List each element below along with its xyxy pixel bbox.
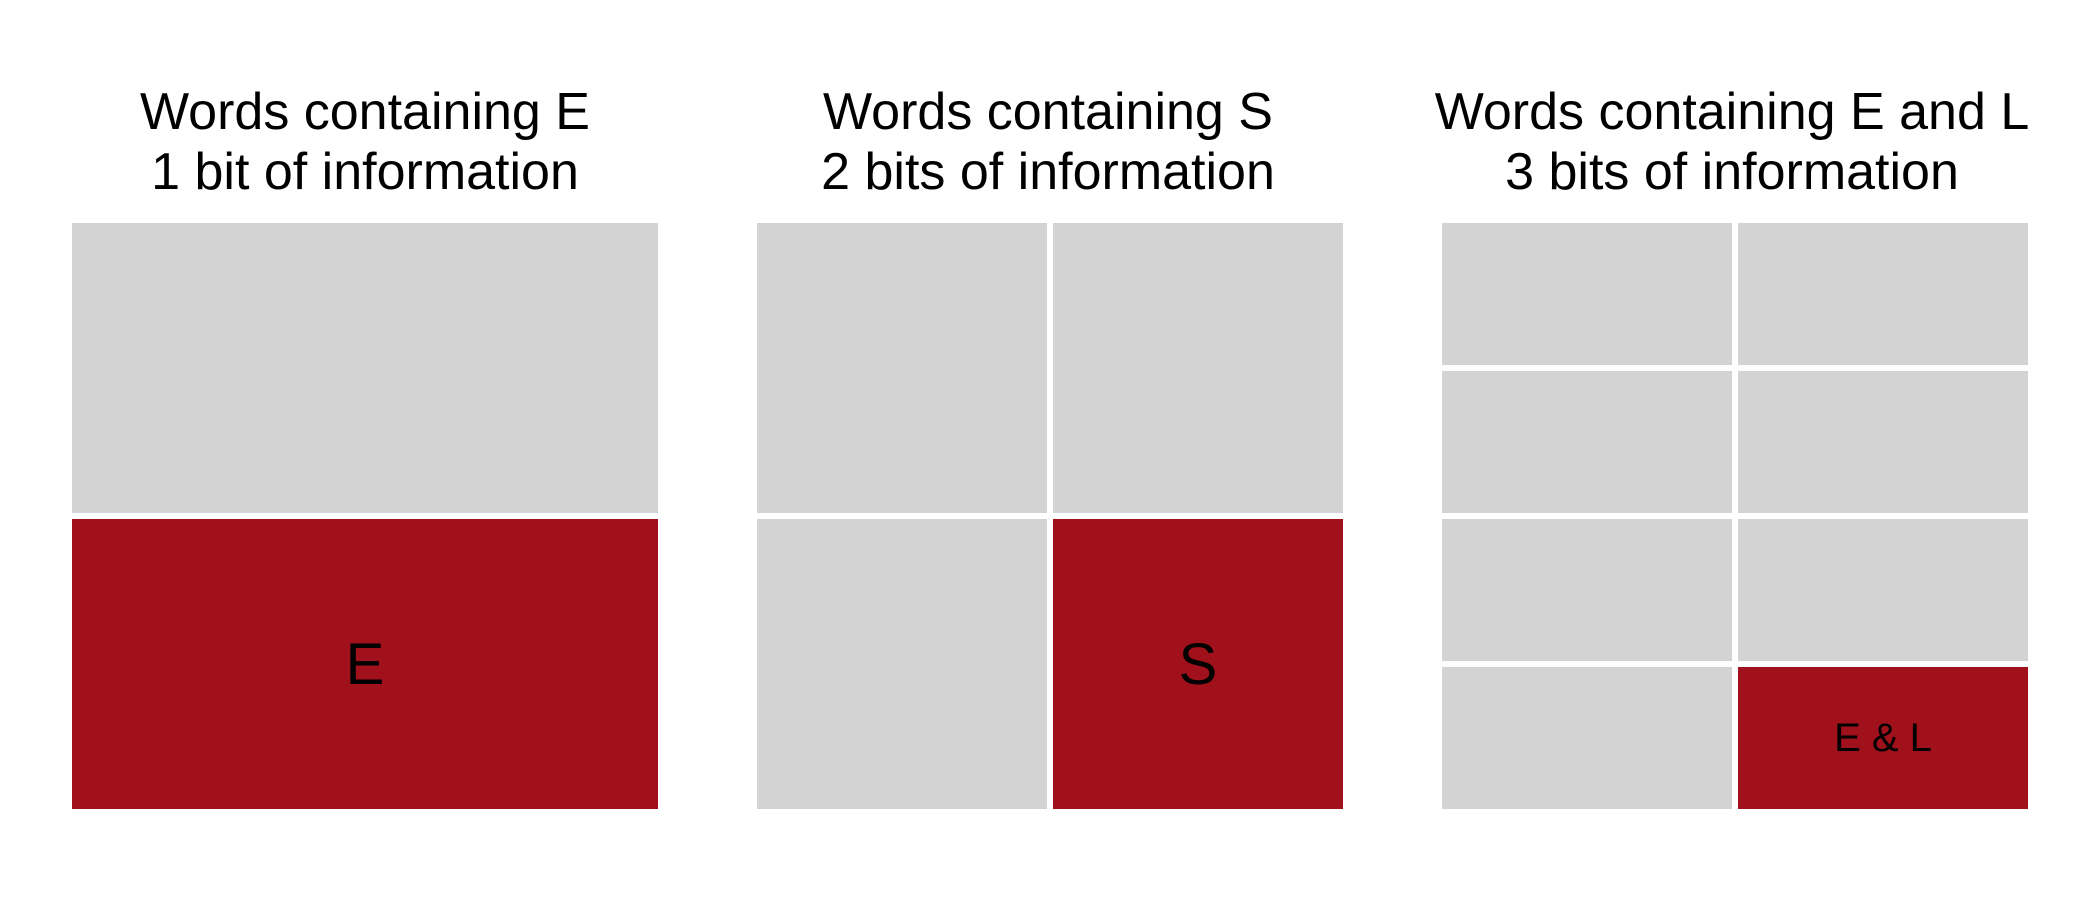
panel-grid: E [72, 223, 658, 809]
empty-cell [1442, 667, 1732, 809]
highlight-cell-label: E [345, 631, 385, 697]
empty-cell [1442, 519, 1732, 661]
highlight-cell-label: E & L [1834, 715, 1932, 760]
panel-title: Words containing E and L 3 bits of infor… [1352, 82, 2100, 202]
empty-cell [1053, 223, 1343, 513]
empty-cell [757, 223, 1047, 513]
empty-cell [1738, 223, 2028, 365]
panel-title-line1: Words containing S [823, 83, 1273, 141]
empty-cell [1738, 371, 2028, 513]
highlight-cell: E [72, 519, 658, 809]
empty-cell [1442, 371, 1732, 513]
panel-title-line2: 1 bit of information [151, 143, 579, 201]
panel-title-line2: 3 bits of information [1505, 143, 1959, 201]
empty-cell [1738, 519, 2028, 661]
panel-grid: E & L [1442, 223, 2028, 809]
panel-title-line2: 2 bits of information [821, 143, 1275, 201]
panel-title: Words containing S 2 bits of information [668, 82, 1428, 202]
empty-cell [757, 519, 1047, 809]
panel-grid: S [757, 223, 1343, 809]
highlight-cell: S [1053, 519, 1343, 809]
highlight-cell: E & L [1738, 667, 2028, 809]
panel-title-line1: Words containing E and L [1434, 83, 2030, 141]
highlight-cell-label: S [1178, 631, 1218, 697]
panel-title-line1: Words containing E [140, 83, 590, 141]
panel-title: Words containing E 1 bit of information [0, 82, 745, 202]
empty-cell [1442, 223, 1732, 365]
empty-cell [72, 223, 658, 513]
